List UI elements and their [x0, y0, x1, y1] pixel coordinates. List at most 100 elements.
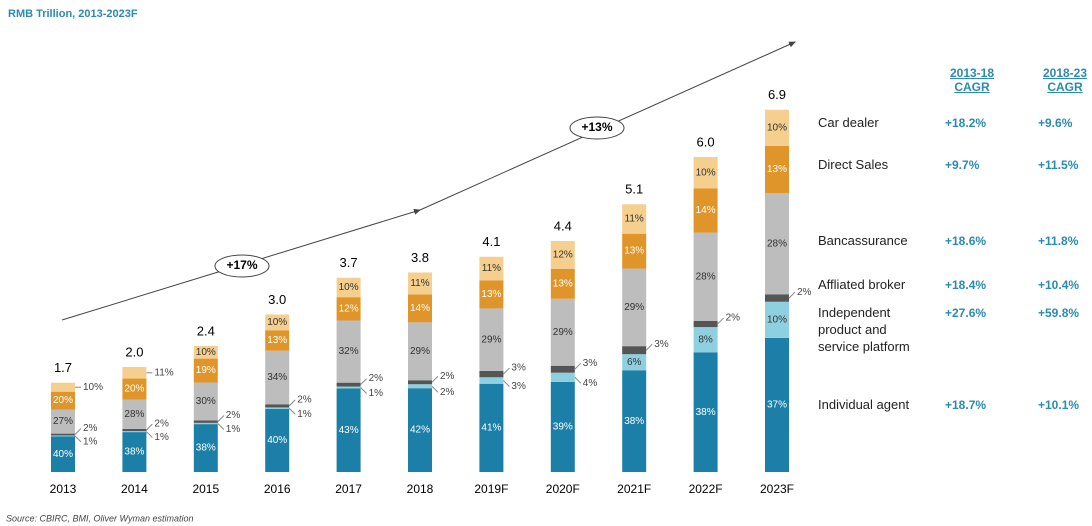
- segment-label: 12%: [339, 303, 359, 314]
- segment-label: 2%: [726, 313, 741, 324]
- bar-segment: [693, 327, 718, 353]
- bar-segment: [265, 350, 290, 405]
- bar-segment: [51, 391, 75, 410]
- label-leader: [146, 423, 153, 431]
- bar-segment: [122, 431, 147, 433]
- bar-segment: [550, 241, 575, 269]
- bar-segment: [51, 409, 75, 434]
- legend-label: Direct Sales: [818, 157, 889, 172]
- segment-label: 3%: [511, 363, 526, 374]
- bar-segment: [693, 157, 718, 189]
- label-leader: [645, 343, 653, 351]
- segment-label: 29%: [624, 302, 644, 313]
- label-leader: [288, 399, 296, 407]
- bar-segment: [550, 268, 575, 299]
- label-leader: [717, 317, 724, 325]
- label-leader: [574, 362, 582, 370]
- bar-segment: [479, 308, 504, 371]
- bar-segment: [265, 314, 290, 331]
- segment-label: 40%: [267, 435, 287, 446]
- segment-label: 2%: [297, 394, 312, 405]
- total-label: 1.7: [54, 360, 72, 375]
- segment-label: 1%: [369, 388, 384, 399]
- bar-segment: [122, 428, 147, 432]
- cagr-value: +10.1%: [1038, 398, 1080, 412]
- segment-label: 11%: [625, 214, 644, 225]
- segment-label: 30%: [196, 396, 216, 407]
- segment-label: 13%: [624, 246, 644, 257]
- bar-segment: [622, 268, 647, 347]
- subtitle: RMB Trillion, 2013-2023F: [8, 8, 138, 20]
- segment-label: 28%: [124, 409, 144, 420]
- segment-label: 2%: [440, 387, 455, 398]
- x-tick-label: 2013: [50, 482, 77, 496]
- label-leader: [503, 380, 510, 387]
- segment-label: 1%: [154, 432, 169, 443]
- label-leader: [360, 387, 367, 394]
- bar-segment: [51, 436, 75, 472]
- segment-label: 43%: [339, 425, 359, 436]
- bar-segment: [265, 330, 290, 351]
- cagr-value: +11.8%: [1038, 234, 1079, 248]
- bar-segment: [693, 352, 718, 472]
- bar-segment: [265, 409, 290, 472]
- segment-label: 38%: [696, 407, 716, 418]
- bar-segment: [265, 404, 290, 408]
- cagr-header: 2018-23 CAGR: [1042, 66, 1088, 94]
- bar-segment: [122, 367, 147, 379]
- cagr-header: 2013-18 CAGR: [949, 66, 995, 94]
- bar-segment: [622, 354, 647, 371]
- segment-label: 42%: [410, 425, 430, 436]
- segment-label: 29%: [481, 334, 501, 345]
- segment-label: 2%: [369, 373, 384, 384]
- bar-segment: [693, 188, 718, 233]
- x-tick-label: 2016: [264, 482, 291, 496]
- total-label: 3.8: [411, 250, 429, 265]
- segment-label: 20%: [124, 384, 144, 395]
- segment-label: 2%: [83, 423, 98, 434]
- bar-segment: [765, 145, 789, 194]
- legend-label: Car dealer: [818, 115, 879, 130]
- bar-segment: [765, 337, 789, 472]
- bar-segment: [336, 277, 361, 298]
- bar-segment: [51, 433, 75, 436]
- bar-segment: [622, 204, 647, 234]
- total-label: 3.7: [340, 255, 358, 270]
- legend-label: Independent product and service platform: [818, 305, 910, 354]
- segment-label: 10%: [767, 123, 787, 134]
- annotation: +17%: [226, 258, 257, 272]
- segment-label: 38%: [196, 443, 216, 454]
- bar-segment: [479, 370, 504, 378]
- label-leader: [146, 431, 153, 438]
- cagr-value: +11.5%: [1038, 158, 1079, 172]
- segment-label: 10%: [267, 317, 287, 328]
- segment-label: 3%: [654, 339, 669, 350]
- segment-label: 10%: [696, 167, 716, 178]
- annotation-bubble: [569, 116, 625, 140]
- total-label: 5.1: [625, 182, 643, 197]
- label-leader: [74, 435, 82, 443]
- bar-segment: [550, 365, 575, 373]
- x-tick-label: 2017: [335, 482, 362, 496]
- segment-label: 13%: [481, 289, 501, 300]
- segment-label: 4%: [583, 378, 598, 389]
- bar-segment: [193, 422, 218, 425]
- segment-label: 27%: [53, 416, 73, 427]
- bar-segment: [122, 432, 147, 472]
- cagr-value: +9.7%: [945, 158, 980, 172]
- legend-label: Bancassurance: [818, 233, 908, 248]
- segment-label: 13%: [267, 335, 287, 346]
- label-leader: [574, 376, 582, 384]
- bar-segment: [408, 294, 432, 323]
- segment-label: 10%: [767, 314, 787, 325]
- bar-segment: [622, 233, 647, 269]
- bar-segment: [479, 280, 504, 309]
- segment-label: 10%: [339, 282, 359, 293]
- annotation-bubble: [214, 254, 270, 278]
- bar-segment: [408, 384, 432, 389]
- bar-segment: [408, 380, 432, 385]
- segment-label: 38%: [124, 447, 144, 458]
- cagr-value: +18.2%: [945, 116, 987, 130]
- bar-segment: [336, 320, 361, 383]
